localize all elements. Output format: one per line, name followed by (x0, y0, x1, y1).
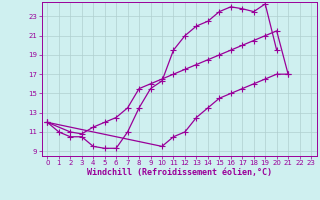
X-axis label: Windchill (Refroidissement éolien,°C): Windchill (Refroidissement éolien,°C) (87, 168, 272, 177)
